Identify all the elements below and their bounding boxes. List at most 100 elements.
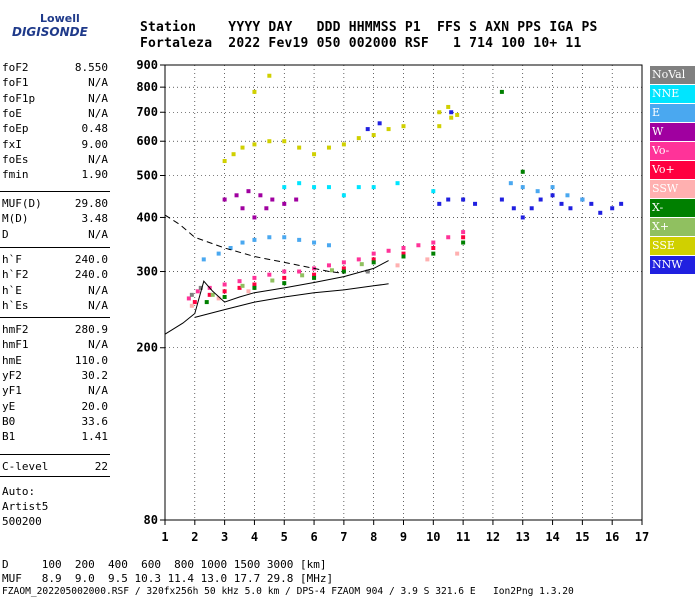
data-point-e xyxy=(216,251,221,256)
data-point-vo- xyxy=(371,251,376,256)
data-point-vo- xyxy=(237,279,242,284)
auto-code: 500200 xyxy=(2,515,42,528)
data-point-vo+ xyxy=(401,251,406,256)
param-value: 30.2 xyxy=(81,368,109,382)
param-name: h`Es xyxy=(2,298,29,312)
param-value: 9.00 xyxy=(81,137,109,151)
param-value: 240.0 xyxy=(74,268,108,282)
data-point-nne xyxy=(395,181,400,186)
legend-item-noval: NoVal xyxy=(650,66,695,84)
data-point-vo- xyxy=(267,272,272,277)
data-point-sse xyxy=(449,115,454,120)
legend-item-nne: NNE xyxy=(650,85,695,103)
data-point-sse xyxy=(386,127,391,132)
logo-line2: DIGISONDE xyxy=(12,25,88,39)
data-point-ssw xyxy=(216,296,221,301)
data-point-vo+ xyxy=(207,292,212,297)
param-row: foEp 0.48 xyxy=(2,122,108,137)
y-tick-label: 600 xyxy=(136,134,158,148)
param-name: yE xyxy=(2,399,16,413)
param-name: foF2 xyxy=(2,61,29,74)
data-point-e xyxy=(326,243,331,248)
x-axis-ticks: 1 2 3 4 5 6 7 8 9 10 11 12 13 14 15 16 17 xyxy=(161,520,649,544)
param-separator xyxy=(0,317,110,318)
data-point-ssw xyxy=(425,257,430,262)
x-tick-label: 6 xyxy=(310,530,317,544)
param-name: foEp xyxy=(2,122,29,136)
param-value: 3.48 xyxy=(81,212,109,226)
data-point-vo- xyxy=(186,296,191,301)
data-point-x- xyxy=(222,294,227,299)
x-tick-label: 7 xyxy=(340,530,347,544)
data-point-x- xyxy=(341,269,346,274)
header-line2: Fortaleza 2022 Fev19 050 002000 RSF 1 71… xyxy=(140,36,582,51)
data-point-x- xyxy=(520,169,525,174)
param-name: h`F xyxy=(2,253,22,266)
data-point-e xyxy=(312,240,317,245)
data-point-vo- xyxy=(461,230,466,235)
data-point-e xyxy=(580,197,585,202)
param-separator xyxy=(0,476,110,477)
data-point-vo- xyxy=(222,282,227,287)
data-points xyxy=(186,73,624,308)
data-point-vo- xyxy=(416,243,421,248)
data-point-w xyxy=(294,197,299,202)
x-tick-label: 11 xyxy=(456,530,470,544)
data-point-w xyxy=(270,197,275,202)
data-point-nnw xyxy=(598,210,603,215)
data-point-sse xyxy=(326,145,331,150)
data-point-sse xyxy=(231,152,236,157)
data-point-nne xyxy=(371,185,376,190)
y-tick-label: 800 xyxy=(136,80,158,94)
data-point-e xyxy=(252,237,257,242)
data-point-vo- xyxy=(446,235,451,240)
param-name: M(D) xyxy=(2,212,29,226)
data-point-sse xyxy=(455,112,460,117)
data-point-e xyxy=(550,185,555,190)
legend-item-sse: SSE xyxy=(650,237,695,255)
param-name: D xyxy=(2,227,9,241)
file-info-line: FZAOM_20220500200​0.RSF / 320fx256h 50 k… xyxy=(2,586,574,597)
param-row: foEs N/A xyxy=(2,153,108,168)
auto-artist: Artist5 xyxy=(2,500,49,513)
param-name: foEs xyxy=(2,152,29,166)
param-value: 280.9 xyxy=(74,323,108,336)
data-point-w xyxy=(246,189,251,194)
data-point-vo- xyxy=(326,263,331,268)
x-tick-label: 1 xyxy=(161,530,168,544)
data-point-vo- xyxy=(297,269,302,274)
legend-item-e: E xyxy=(650,104,695,122)
x-tick-label: 10 xyxy=(426,530,440,544)
data-point-nne xyxy=(312,185,317,190)
param-value: 29.80 xyxy=(74,197,108,210)
data-point-x- xyxy=(401,254,406,259)
data-point-sse xyxy=(240,145,245,150)
param-row: h`F2 240.0 xyxy=(2,268,108,283)
data-point-nnw xyxy=(538,197,543,202)
param-value: 110.0 xyxy=(74,353,108,367)
data-point-ssw xyxy=(395,263,400,268)
param-row: h`F 240.0 xyxy=(2,253,108,268)
param-row: D N/A xyxy=(2,228,108,243)
param-row: foF1p N/A xyxy=(2,92,108,107)
data-point-vo+ xyxy=(371,257,376,262)
data-point-noval xyxy=(198,285,203,290)
data-point-nnw xyxy=(461,197,466,202)
logo-line1: Lowell xyxy=(40,12,80,25)
data-point-e xyxy=(508,181,513,186)
legend-item-ssw: SSW xyxy=(650,180,695,198)
param-separator xyxy=(0,247,110,248)
data-point-w xyxy=(258,193,263,198)
data-point-e xyxy=(282,235,287,240)
legend-item-x+: X+ xyxy=(650,218,695,236)
data-point-e xyxy=(228,245,233,250)
plot-frame xyxy=(164,64,643,521)
data-point-nnw xyxy=(473,201,478,206)
param-name: h`F2 xyxy=(2,268,29,282)
data-point-x- xyxy=(312,275,317,280)
distance-line: D 100 200 400 600 800 1000 1500 3000 [km… xyxy=(2,558,327,571)
data-point-vo- xyxy=(401,245,406,250)
auto-label: Auto: xyxy=(2,485,36,498)
data-point-ssw xyxy=(189,303,194,308)
data-point-x+ xyxy=(240,283,245,288)
